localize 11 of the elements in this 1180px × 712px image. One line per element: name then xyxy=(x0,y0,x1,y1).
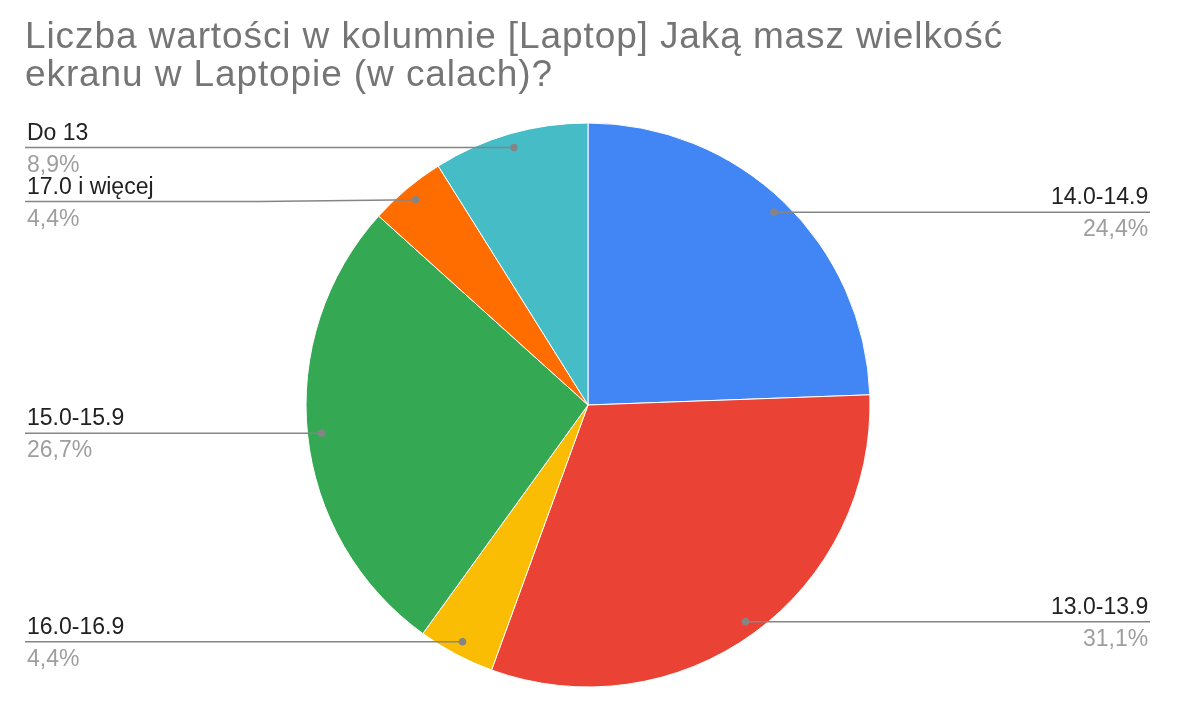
slice-label: 14.0-14.9 xyxy=(1051,183,1149,209)
slice-label: 16.0-16.9 xyxy=(27,613,125,639)
slice-label: 15.0-15.9 xyxy=(27,404,125,430)
data-label: 24,4% xyxy=(1083,215,1149,241)
data-label: 4,4% xyxy=(27,645,80,671)
data-label: 31,1% xyxy=(1083,625,1149,651)
slice-label: 13.0-13.9 xyxy=(1051,593,1149,619)
data-label: 4,4% xyxy=(27,205,80,231)
slice-label: Do 13 xyxy=(27,119,89,145)
data-label: 26,7% xyxy=(27,436,93,462)
chart-title: Liczba wartości w kolumnie [Laptop] Jaką masz wielkość ekranu w Laptopie (w calach)? xyxy=(25,15,1005,94)
